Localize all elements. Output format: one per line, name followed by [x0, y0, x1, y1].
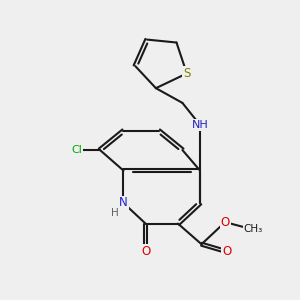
- Text: N: N: [119, 196, 128, 209]
- Text: Cl: Cl: [71, 145, 82, 155]
- Text: NH: NH: [192, 120, 208, 130]
- Text: CH₃: CH₃: [243, 224, 263, 235]
- Text: O: O: [220, 216, 230, 229]
- Text: S: S: [183, 67, 190, 80]
- Text: O: O: [141, 245, 150, 258]
- Text: H: H: [111, 208, 119, 218]
- Text: O: O: [222, 245, 231, 258]
